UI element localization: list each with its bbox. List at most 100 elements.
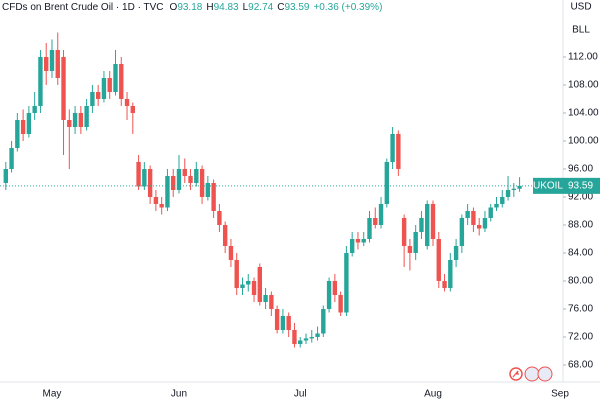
candle-body: [153, 196, 159, 204]
candle-body: [72, 112, 78, 127]
candle-body: [101, 77, 107, 99]
candle-body: [49, 49, 55, 71]
candle-body: [482, 217, 488, 229]
candle-body: [147, 168, 153, 197]
candle-body: [401, 217, 407, 246]
flag-icon[interactable]: [524, 366, 540, 382]
legend-value: 94.83: [214, 2, 239, 13]
legend-key: O: [170, 2, 178, 13]
candle-body: [90, 91, 95, 106]
y-tick-label: 76.00: [568, 304, 593, 315]
candle-body: [171, 175, 176, 190]
candle-body: [142, 168, 147, 187]
candle-body: [476, 224, 482, 229]
candle-body: [344, 252, 349, 313]
candle-body: [78, 112, 84, 127]
candle-body: [465, 210, 470, 218]
y-tick-label: 92.00: [568, 192, 593, 203]
candle-body: [263, 294, 268, 302]
symbol-label: UKOIL: [533, 180, 563, 191]
candle-body: [95, 91, 101, 99]
candle-body: [3, 168, 8, 183]
y-tick-label: 100.00: [568, 136, 599, 147]
candle-body: [384, 161, 390, 204]
candle-body: [130, 105, 136, 113]
candle-body: [425, 203, 430, 246]
candle-body: [419, 217, 424, 232]
y-tick-label: 88.00: [568, 220, 593, 231]
y-tick-label: 68.00: [568, 360, 593, 371]
candle-body: [199, 168, 205, 197]
candle-body: [442, 280, 447, 288]
candle-body: [349, 238, 355, 253]
candle-body: [303, 338, 309, 341]
candle-body: [234, 259, 239, 288]
candle-body: [228, 245, 234, 260]
candle-body: [269, 294, 274, 309]
candle-body: [355, 238, 361, 243]
candle-body: [309, 336, 314, 339]
candle-body: [494, 203, 499, 208]
candle-body: [378, 203, 384, 225]
y-tick-label: 84.00: [568, 248, 593, 259]
candle-body: [280, 315, 286, 330]
candle-body: [32, 105, 37, 113]
candle-body: [407, 245, 413, 253]
candle-body: [430, 203, 436, 239]
candle-body: [315, 333, 320, 337]
candle-body: [517, 185, 522, 189]
candle-body: [292, 329, 297, 344]
candle-body: [107, 77, 112, 92]
candle-body: [26, 112, 32, 134]
legend-value: 93.18: [177, 2, 202, 13]
alert-icon-bolt: [512, 370, 519, 378]
candle-body: [194, 168, 199, 183]
candle-body: [20, 119, 26, 134]
candle-body: [246, 280, 251, 285]
x-tick-label: May: [43, 389, 62, 400]
chart-title: CFDs on Brent Crude Oil · 1D · TVC O93.18…: [2, 2, 382, 13]
candle-body: [413, 231, 418, 253]
candle-body: [453, 245, 459, 260]
symbol-title: CFDs on Brent Crude Oil · 1D · TVC: [2, 2, 164, 13]
candle-body: [396, 133, 401, 169]
candle-body: [367, 217, 372, 239]
candle-body: [500, 196, 505, 204]
unit: BLL: [572, 25, 590, 36]
candle-body: [361, 238, 366, 243]
legend-key: H: [206, 2, 213, 13]
x-tick-label: Jun: [171, 389, 187, 400]
x-tick-label: Jul: [294, 389, 307, 400]
candle-body: [326, 280, 332, 309]
candle-body: [511, 188, 517, 190]
y-tick-label: 72.00: [568, 332, 593, 343]
symbol-badge: [533, 177, 563, 194]
legend-value: 92.74: [248, 2, 273, 13]
candle-body: [113, 63, 118, 92]
candle-body: [251, 280, 257, 295]
y-tick-label: 96.00: [568, 164, 593, 175]
candle-body: [390, 133, 395, 162]
candle-body: [217, 210, 222, 225]
candle-body: [332, 280, 338, 295]
candles: [3, 32, 522, 348]
y-tick-label: 80.00: [568, 276, 593, 287]
candle-body: [338, 294, 343, 313]
candle-body: [15, 119, 20, 148]
candle-body: [257, 266, 263, 302]
candle-body: [448, 259, 453, 288]
candle-body: [321, 308, 326, 334]
legend-change: +0.36 (+0.39%): [313, 2, 382, 13]
flag-icon[interactable]: [537, 366, 553, 382]
price-badge: [563, 177, 600, 194]
legend-key: C: [277, 2, 284, 13]
candle-body: [471, 210, 476, 225]
candle-body: [165, 175, 170, 208]
candle-body: [436, 238, 441, 281]
candle-body: [38, 56, 43, 106]
candle-body: [119, 63, 124, 99]
candle-body: [124, 98, 130, 106]
candle-body: [459, 217, 465, 246]
candle-body: [298, 340, 303, 344]
